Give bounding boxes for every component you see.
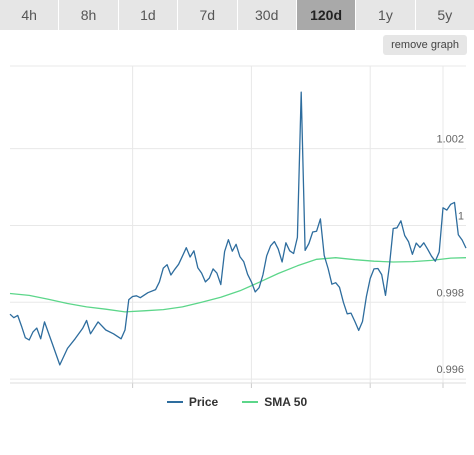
- tab-120d[interactable]: 120d: [296, 0, 357, 30]
- tab-30d[interactable]: 30d: [237, 0, 297, 30]
- tab-1d[interactable]: 1d: [118, 0, 179, 30]
- chart-series: [9, 91, 467, 366]
- remove-graph-button[interactable]: remove graph: [383, 35, 467, 55]
- sma50-series-line: [9, 257, 467, 313]
- tab-1y[interactable]: 1y: [356, 0, 416, 30]
- tab-7d[interactable]: 7d: [178, 0, 238, 30]
- price-series-line: [9, 91, 467, 366]
- y-axis: 0.996 0.998 1 1.002: [436, 134, 464, 377]
- legend-item-sma50[interactable]: SMA 50: [242, 395, 307, 409]
- y-tick-label: 1.002: [436, 134, 464, 146]
- legend-label-sma50: SMA 50: [264, 395, 308, 409]
- chart-legend: Price SMA 50: [0, 393, 474, 411]
- y-tick-label: 0.998: [436, 287, 464, 299]
- y-tick-label: 1: [458, 210, 464, 222]
- legend-item-price[interactable]: Price: [166, 395, 219, 409]
- legend-swatch-price: [166, 401, 183, 403]
- legend-swatch-sma50: [242, 401, 259, 403]
- x-axis: Dec '25Jan '26Feb '26Mar '26: [10, 382, 466, 388]
- legend-label-price: Price: [188, 395, 219, 409]
- price-chart: 0.996 0.998 1 1.002 Dec '25Jan '26Feb '26Ma…: [9, 65, 467, 388]
- tab-5y[interactable]: 5y: [415, 0, 474, 30]
- tab-4h[interactable]: 4h: [0, 0, 60, 30]
- chart-grid: [10, 65, 466, 383]
- y-tick-label: 0.996: [436, 364, 464, 376]
- range-tabs: 4h 8h 1d 7d 30d 120d 1y 5y: [0, 0, 474, 30]
- tab-8h[interactable]: 8h: [59, 0, 119, 30]
